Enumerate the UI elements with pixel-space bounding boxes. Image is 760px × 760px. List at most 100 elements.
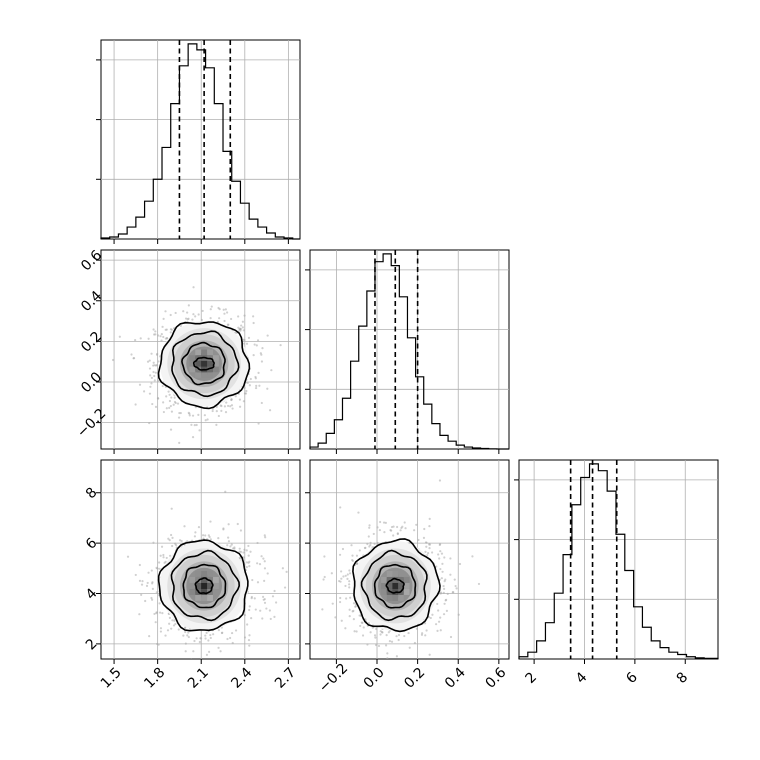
scatter-point	[338, 553, 342, 556]
scatter-point	[151, 402, 154, 406]
scatter-point	[138, 613, 141, 616]
scatter-point	[443, 556, 446, 559]
scatter-point	[148, 392, 152, 395]
scatter-point	[241, 326, 244, 329]
scatter-point	[261, 595, 265, 598]
scatter-point	[155, 566, 158, 569]
x-tick-label: 0.4	[442, 665, 469, 692]
scatter-point	[397, 633, 401, 637]
scatter-point	[271, 595, 275, 598]
scatter-point	[201, 309, 204, 313]
scatter-point	[379, 633, 382, 636]
scatter-point	[157, 360, 160, 363]
scatter-point	[360, 621, 363, 624]
scatter-point	[247, 561, 250, 564]
scatter-point	[144, 599, 147, 603]
scatter-point	[351, 558, 354, 562]
scatter-point	[404, 527, 407, 530]
scatter-point	[192, 286, 195, 289]
scatter-point	[217, 414, 220, 418]
scatter-point	[429, 616, 432, 620]
scatter-point	[245, 342, 249, 345]
scatter-point	[159, 335, 162, 338]
scatter-point	[442, 584, 445, 588]
scatter-point	[339, 506, 342, 509]
scatter-point	[170, 627, 173, 630]
scatter-point	[202, 537, 205, 540]
scatter-point	[177, 416, 181, 419]
scatter-point	[458, 562, 462, 566]
density-cell	[392, 570, 399, 577]
scatter-point	[344, 574, 347, 577]
scatter-point	[170, 507, 173, 510]
x-tick-label: 4	[573, 669, 591, 687]
scatter-point	[179, 324, 183, 328]
scatter-point	[217, 646, 220, 649]
scatter-point	[346, 573, 349, 576]
scatter-point	[165, 407, 168, 410]
scatter-point	[341, 547, 345, 551]
scatter-point	[285, 570, 288, 573]
scatter-point	[376, 541, 379, 545]
scatter-point	[437, 553, 440, 556]
density-cell	[189, 576, 196, 583]
scatter-point	[260, 555, 263, 558]
scatter-point	[195, 423, 198, 427]
density-cell	[212, 576, 219, 583]
scatter-point	[169, 313, 172, 317]
scatter-point	[215, 410, 218, 413]
scatter-point	[171, 544, 174, 548]
scatter-point	[445, 609, 449, 612]
scatter-point	[273, 589, 276, 593]
scatter-point	[148, 359, 151, 362]
scatter-point	[367, 621, 371, 625]
scatter-point	[230, 543, 233, 546]
scatter-point	[264, 536, 267, 539]
scatter-point	[454, 584, 457, 588]
scatter-point	[242, 338, 245, 341]
scatter-point	[152, 370, 155, 374]
scatter-point	[218, 317, 221, 320]
scatter-point	[423, 527, 426, 531]
scatter-point	[198, 429, 201, 432]
scatter-point	[372, 532, 375, 536]
scatter-point	[382, 521, 386, 524]
contour-line	[385, 577, 405, 594]
scatter-point	[449, 635, 453, 639]
scatter-point	[212, 633, 215, 636]
scatter-point	[444, 599, 447, 602]
scatter-point	[357, 511, 360, 514]
scatter-point	[157, 334, 160, 337]
scatter-point	[323, 575, 326, 579]
scatter-point	[151, 581, 154, 584]
scatter-point	[415, 523, 418, 526]
scatter-point	[252, 354, 255, 357]
scatter-point	[248, 605, 251, 608]
scatter-point	[471, 555, 474, 558]
scatter-point	[436, 602, 439, 606]
scatter-point	[245, 549, 248, 552]
scatter-point	[242, 400, 245, 403]
scatter-point	[374, 643, 378, 647]
scatter-point	[231, 641, 234, 645]
histogram-frame	[309, 249, 510, 450]
scatter-point	[142, 390, 146, 393]
scatter-point	[388, 639, 392, 643]
grid-lines	[101, 40, 300, 239]
scatter-point	[386, 657, 389, 659]
density-cell	[195, 360, 202, 367]
density-content	[321, 479, 481, 659]
scatter-point	[161, 325, 164, 328]
histogram-series	[309, 253, 509, 450]
density-cell	[381, 576, 387, 583]
scatter-point	[254, 608, 257, 611]
scatter-point	[206, 418, 209, 421]
scatter-point	[274, 601, 278, 604]
scatter-point	[376, 526, 379, 529]
scatter-point	[268, 409, 272, 412]
scatter-point	[208, 535, 211, 539]
density-panel-0	[100, 249, 301, 454]
scatter-point	[158, 611, 162, 614]
scatter-point	[226, 404, 230, 408]
